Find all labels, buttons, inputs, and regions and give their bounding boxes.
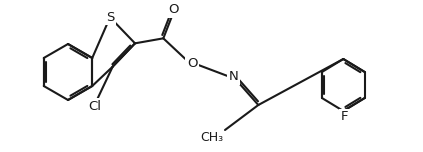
Text: S: S <box>106 11 114 24</box>
Text: O: O <box>168 3 179 16</box>
Text: F: F <box>341 111 348 123</box>
Text: Cl: Cl <box>88 100 102 112</box>
Text: O: O <box>187 57 197 70</box>
Text: N: N <box>228 70 238 83</box>
Text: CH₃: CH₃ <box>200 131 223 144</box>
